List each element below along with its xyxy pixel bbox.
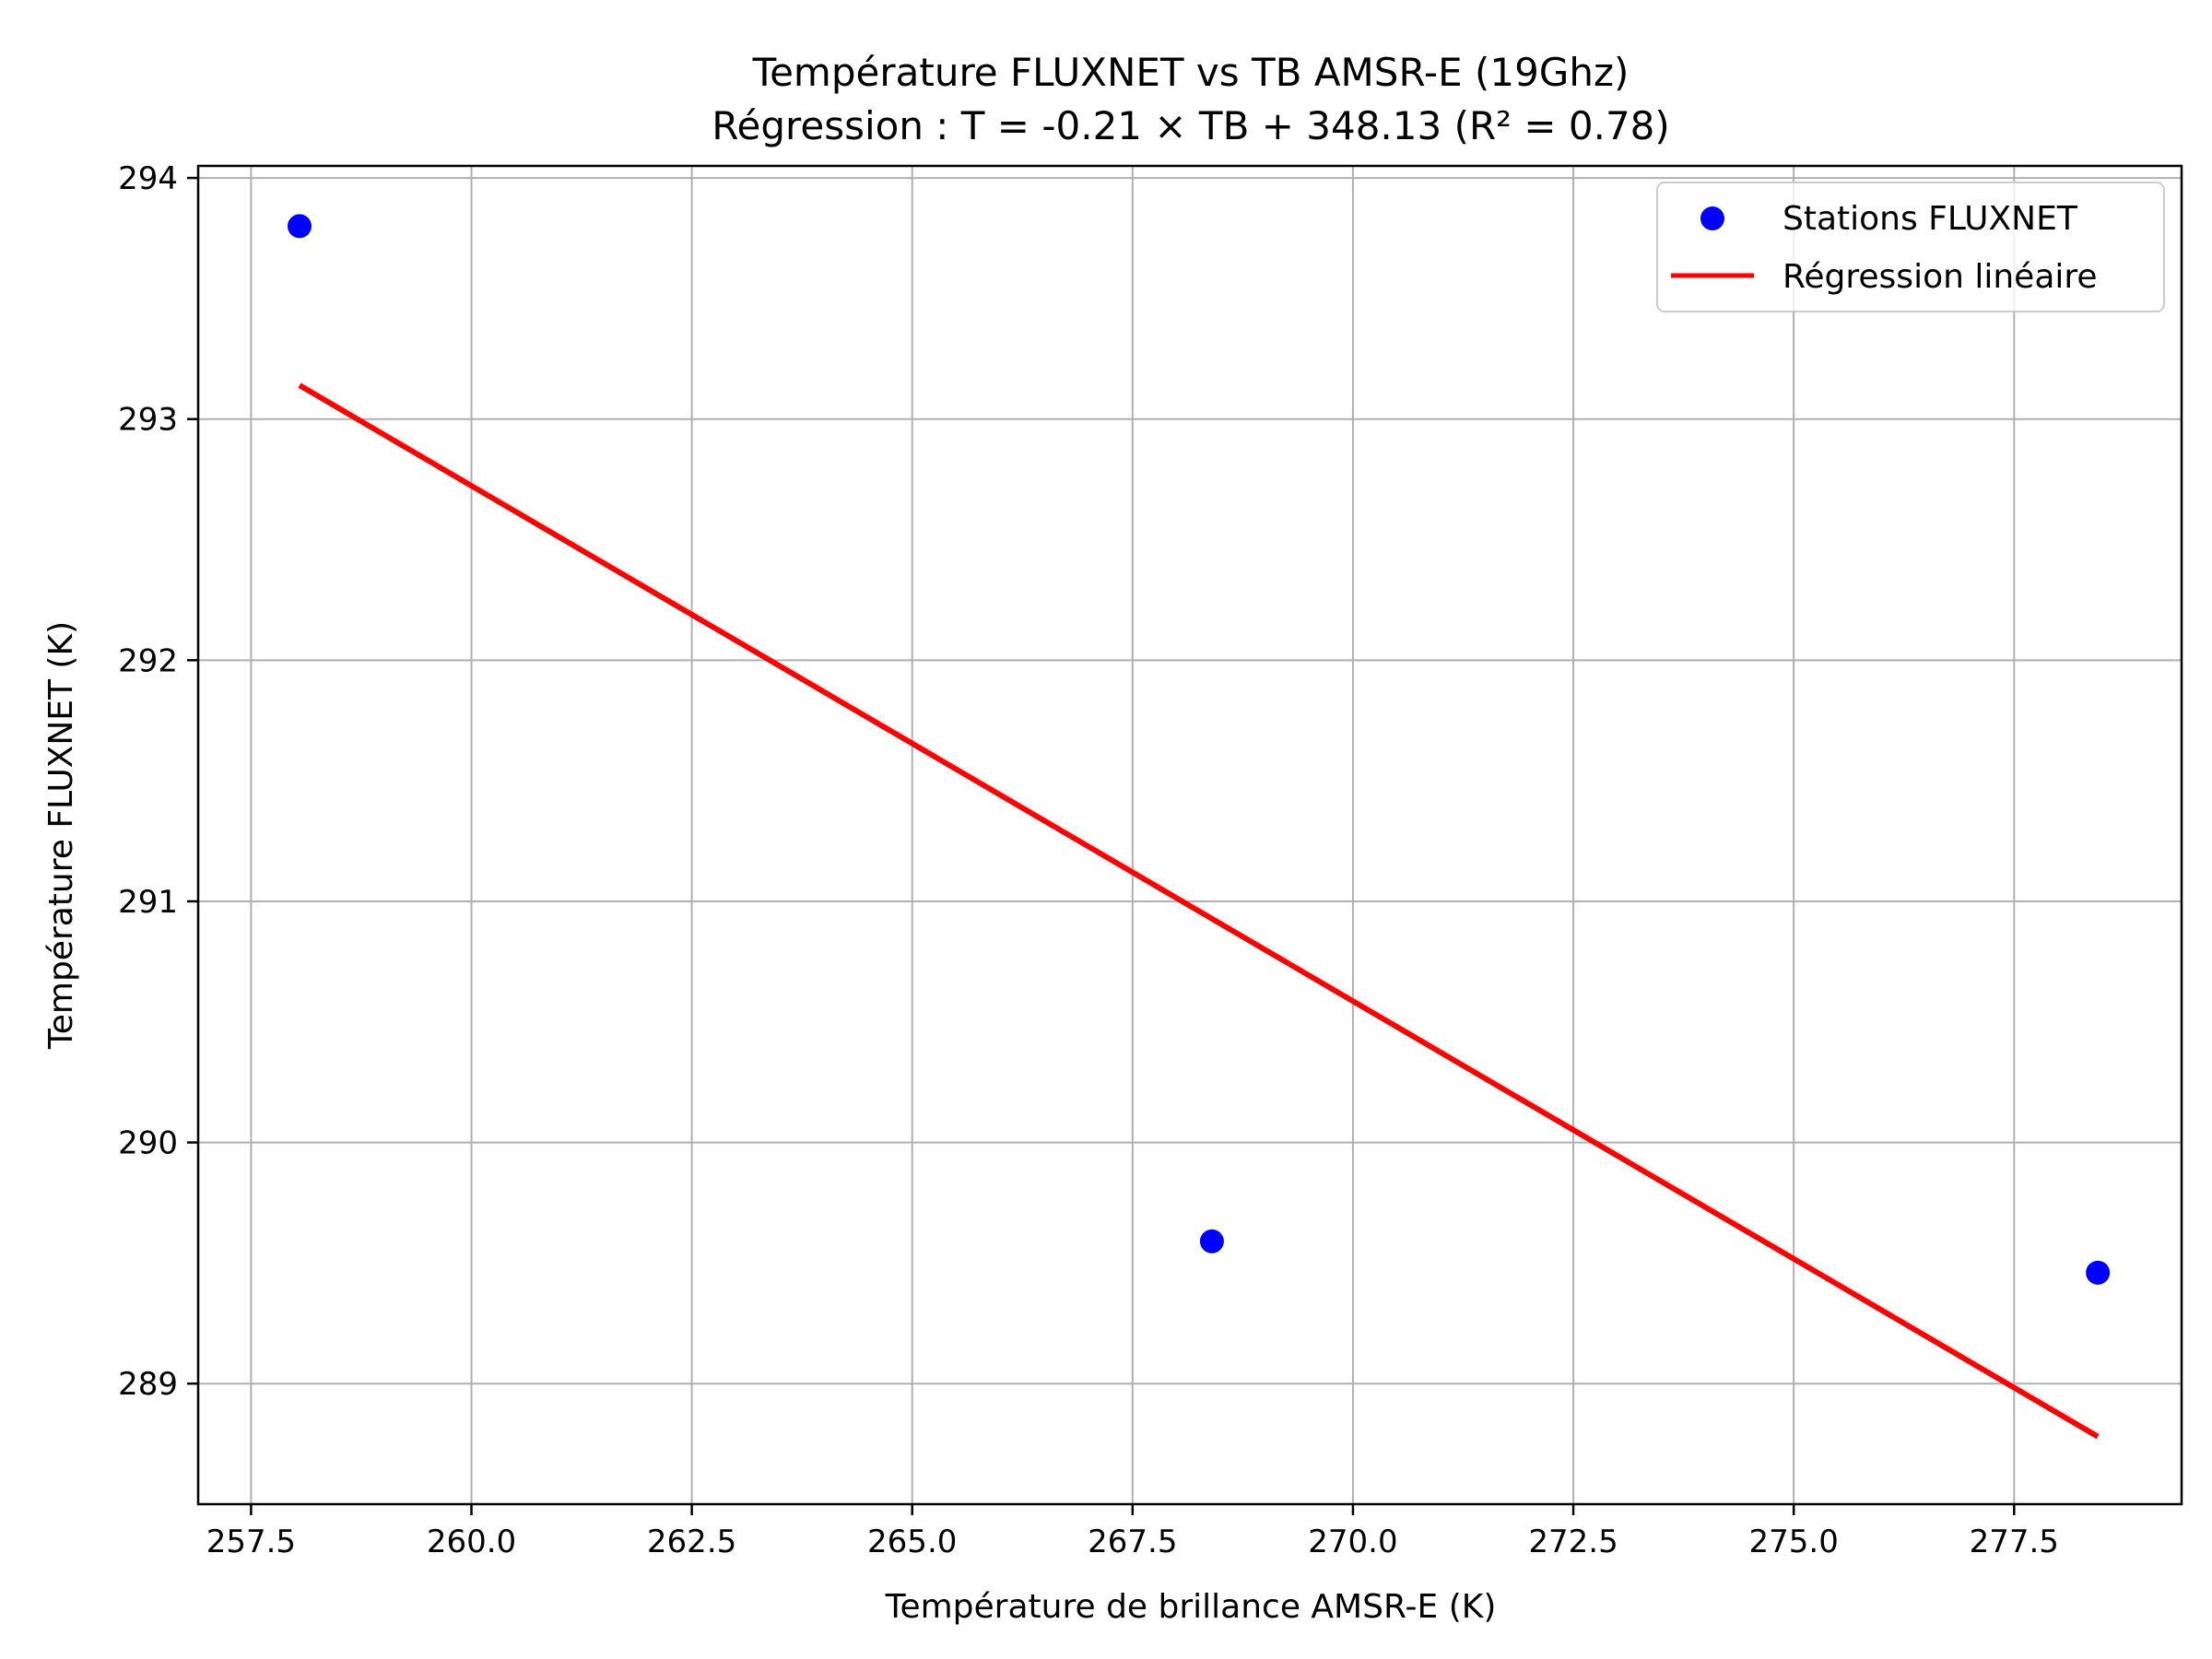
axes-frame [196,164,2183,1506]
axis-ticks: 257.5 260.0 262.5 265.0 267.5 270.0 272.5 275.0… [118,160,2059,1560]
x-tick-label: 260.0 [427,1524,516,1560]
scatter-point [1199,1229,1224,1253]
legend: Stations FLUXNET Régression linéaire [1656,182,2165,312]
y-tick-label: 292 [118,642,178,679]
x-tick-label: 272.5 [1528,1524,1618,1560]
plot-area [287,214,2111,1440]
x-tick-label: 270.0 [1308,1524,1397,1560]
y-tick-label: 294 [118,160,178,197]
scatter-point [2086,1260,2111,1285]
chart-subtitle: Régression : T = -0.21 × TB + 348.13 (R²… [712,103,1670,148]
y-axis-label: Température FLUXNET (K) [42,621,80,1050]
y-tick-label: 291 [118,884,178,921]
regression-line [298,382,2100,1440]
x-tick-label: 262.5 [647,1524,736,1560]
y-tick-label: 289 [118,1366,178,1403]
legend-box [1656,182,2165,312]
legend-label-stations: Stations FLUXNET [1783,200,2078,238]
chart-title: Température FLUXNET vs TB AMSR-E (19Ghz) [752,50,1630,95]
grid [198,166,2182,1504]
legend-label-regression: Régression linéaire [1783,258,2098,296]
x-axis-label: Température de brillance AMSR-E (K) [885,1588,1497,1626]
x-tick-label: 267.5 [1088,1524,1177,1560]
x-tick-label: 265.0 [867,1524,957,1560]
x-tick-label: 257.5 [206,1524,296,1560]
x-tick-label: 277.5 [1970,1524,2059,1560]
y-tick-label: 293 [118,402,178,439]
scatter-point [287,214,312,239]
y-tick-label: 290 [118,1125,178,1162]
x-tick-label: 275.0 [1748,1524,1838,1560]
legend-marker-stations [1700,206,1724,230]
